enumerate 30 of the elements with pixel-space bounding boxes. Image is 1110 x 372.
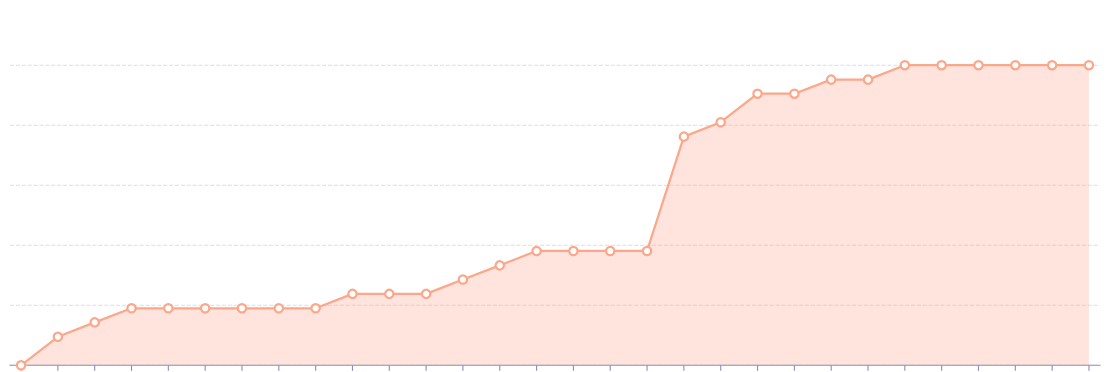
point: [678, 131, 690, 142]
point: [715, 116, 726, 128]
point: [752, 88, 763, 99]
point: [899, 59, 911, 71]
point: [236, 303, 248, 314]
point: [199, 303, 211, 314]
point: [1046, 59, 1058, 71]
point: [641, 245, 653, 257]
point: [531, 245, 542, 257]
point: [825, 74, 837, 85]
point: [1010, 59, 1021, 71]
point: [1083, 59, 1095, 71]
point: [789, 88, 800, 99]
point: [420, 288, 432, 300]
point: [936, 59, 947, 71]
point: [973, 59, 984, 71]
point: [494, 260, 506, 271]
point: [126, 303, 137, 314]
point: [384, 288, 395, 300]
point: [15, 360, 27, 371]
point: [862, 74, 874, 85]
point: [568, 245, 579, 257]
point: [347, 288, 358, 300]
point: [273, 303, 285, 314]
point: [52, 331, 64, 343]
point: [604, 245, 616, 257]
point: [310, 303, 321, 314]
point: [89, 317, 100, 328]
point: [457, 274, 469, 285]
point: [163, 303, 174, 314]
